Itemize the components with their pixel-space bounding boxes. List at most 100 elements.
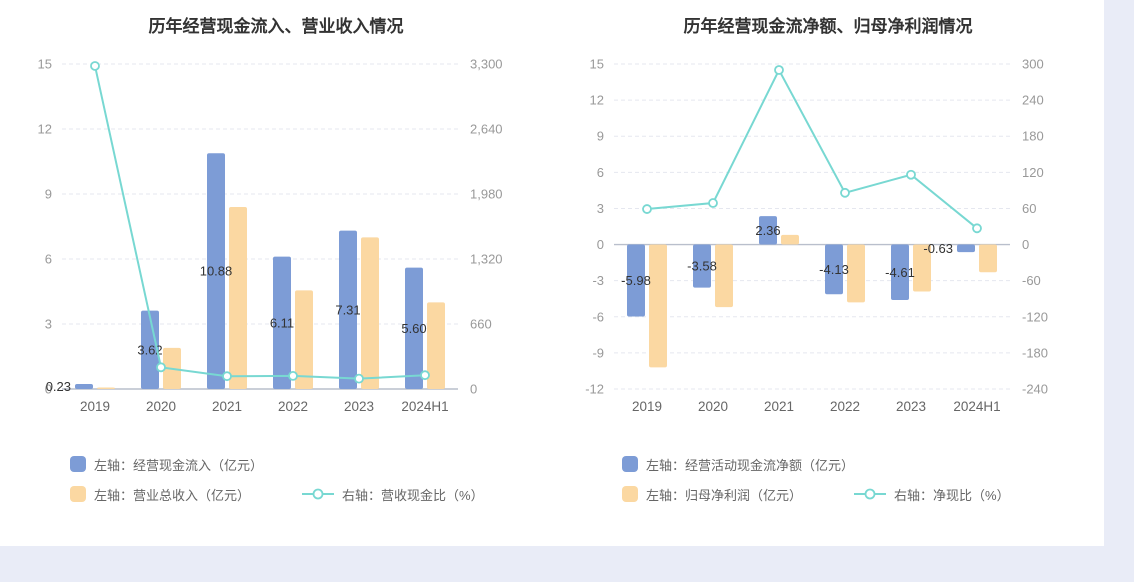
chart-card-right: 历年经营现金流净额、归母净利润情况 -12 -9 -6 -3 0 3 6 9 12 15 -240-… bbox=[552, 0, 1104, 546]
category-label: 2023 bbox=[896, 399, 926, 414]
bar-value-label: 0.23 bbox=[46, 379, 71, 394]
line-marker bbox=[354, 373, 364, 384]
bar-value-label: 5.60 bbox=[401, 321, 426, 336]
chart-canvas-right: -12 -9 -6 -3 0 3 6 9 12 15 -240 -180 -120 -60 0 60 120 18… bbox=[585, 57, 1048, 415]
line-marker bbox=[708, 198, 718, 208]
left-axis-tick-label: 12 bbox=[590, 93, 604, 108]
legend-swatch-icon bbox=[70, 456, 86, 472]
category-label: 2022 bbox=[278, 399, 308, 414]
legend-swatch-icon bbox=[622, 486, 638, 502]
bar bbox=[97, 387, 115, 389]
right-axis-tick-label: 2,640 bbox=[470, 122, 503, 137]
bar bbox=[715, 244, 733, 308]
left-axis-tick-label: 15 bbox=[38, 57, 52, 72]
right-axis-tick-label: 660 bbox=[470, 317, 492, 332]
right-axis-tick-label: -240 bbox=[1022, 382, 1048, 397]
left-axis-tick-label: 0 bbox=[45, 382, 52, 397]
left-axis-tick-label: 6 bbox=[597, 165, 604, 180]
legend-line-icon bbox=[302, 488, 335, 500]
legend-label: 右轴：营收现金比（%） bbox=[342, 487, 484, 503]
bar bbox=[825, 244, 843, 295]
left-axis-tick-label: 3 bbox=[45, 317, 52, 332]
bar-value-label: -5.98 bbox=[621, 273, 651, 288]
bar bbox=[141, 310, 159, 389]
legend-item-line[interactable]: 右轴：净现比（%） bbox=[854, 485, 1010, 504]
category-label: 2022 bbox=[830, 399, 860, 414]
bar bbox=[649, 244, 667, 368]
legend-label: 右轴：净现比（%） bbox=[894, 487, 1010, 503]
right-axis-tick-label: 3,300 bbox=[470, 57, 503, 72]
bar bbox=[273, 256, 291, 389]
legend-item-bar[interactable]: 左轴：经营活动现金流净额（亿元） bbox=[622, 455, 854, 474]
line-marker bbox=[906, 169, 916, 180]
left-axis-tick-label: 0 bbox=[597, 237, 604, 252]
line-marker bbox=[288, 371, 298, 381]
left-axis-tick-label: 3 bbox=[597, 201, 604, 216]
right-axis-tick-label: 0 bbox=[470, 382, 477, 397]
bar-value-label: -4.13 bbox=[819, 262, 849, 277]
bar-value-label: -4.61 bbox=[885, 265, 915, 280]
left-axis-tick-label: 15 bbox=[590, 57, 604, 72]
bar-value-label: -3.58 bbox=[687, 259, 717, 274]
line-marker bbox=[972, 223, 982, 234]
bar bbox=[781, 234, 799, 245]
charts-panel: 历年经营现金流入、营业收入情况 0 3 6 9 12 15 0 660 1,320 1,980 2,… bbox=[0, 0, 1104, 546]
chart-card-left: 历年经营现金流入、营业收入情况 0 3 6 9 12 15 0 660 1,320 1,980 2,… bbox=[0, 0, 552, 546]
line-marker bbox=[642, 204, 652, 214]
left-axis-tick-label: -3 bbox=[592, 273, 604, 288]
bar bbox=[75, 384, 93, 389]
bar bbox=[627, 244, 645, 317]
bar-value-label: 7.31 bbox=[335, 302, 360, 317]
category-label: 2021 bbox=[764, 399, 794, 414]
right-axis-tick-label: -60 bbox=[1022, 273, 1041, 288]
line-marker bbox=[90, 61, 100, 71]
left-axis-tick-label: 9 bbox=[597, 129, 604, 144]
bar bbox=[295, 290, 313, 389]
line-marker bbox=[774, 65, 784, 75]
legend-row: 左轴：归母净利润（亿元） 右轴：净现比（%） bbox=[622, 479, 1104, 509]
category-label: 2019 bbox=[80, 399, 110, 414]
legend-item-bar[interactable]: 左轴：经营现金流入（亿元） bbox=[70, 455, 263, 474]
left-axis-tick-label: 6 bbox=[45, 252, 52, 267]
bar bbox=[427, 302, 445, 389]
bar-value-label: 2.36 bbox=[755, 223, 780, 238]
bar bbox=[979, 244, 997, 273]
legend-label: 左轴：归母净利润（亿元） bbox=[646, 487, 803, 503]
bar bbox=[361, 237, 379, 389]
category-label: 2020 bbox=[698, 399, 728, 414]
bar-value-label: 6.11 bbox=[270, 315, 294, 330]
trend-line bbox=[94, 65, 426, 380]
chart-legend-right: 左轴：经营活动现金流净额（亿元） 左轴：归母净利润（亿元） 右轴：净现比（%） bbox=[622, 449, 1104, 509]
legend-row: 左轴：经营现金流入（亿元） bbox=[70, 449, 552, 479]
bar bbox=[759, 216, 777, 245]
category-label: 2024H1 bbox=[953, 399, 1000, 414]
right-axis-tick-label: 180 bbox=[1022, 129, 1044, 144]
right-axis-tick-label: -120 bbox=[1022, 309, 1048, 324]
line-marker bbox=[840, 187, 850, 198]
legend-item-bar[interactable]: 左轴：归母净利润（亿元） bbox=[622, 485, 802, 504]
trend-line bbox=[646, 67, 978, 230]
right-axis-tick-label: 300 bbox=[1022, 57, 1044, 72]
left-axis-tick-label: 9 bbox=[45, 187, 52, 202]
legend-label: 左轴：营业总收入（亿元） bbox=[94, 487, 251, 503]
legend-item-line[interactable]: 右轴：营收现金比（%） bbox=[302, 485, 484, 504]
bar bbox=[913, 244, 931, 292]
left-axis-tick-label: 12 bbox=[38, 122, 52, 137]
left-axis-tick-label: -9 bbox=[592, 345, 604, 360]
chart-title-left: 历年经营现金流入、营业收入情况 bbox=[148, 17, 404, 36]
line-marker bbox=[156, 362, 166, 373]
right-axis-tick-label: 1,320 bbox=[470, 252, 503, 267]
chart-title-right: 历年经营现金流净额、归母净利润情况 bbox=[683, 17, 973, 36]
legend-item-bar[interactable]: 左轴：营业总收入（亿元） bbox=[70, 485, 250, 504]
right-axis-tick-label: 0 bbox=[1022, 237, 1029, 252]
right-axis-tick-label: 1,980 bbox=[470, 187, 503, 202]
legend-label: 左轴：经营现金流入（亿元） bbox=[94, 457, 264, 473]
bar bbox=[207, 153, 225, 389]
left-axis-tick-label: -6 bbox=[592, 309, 604, 324]
category-label: 2019 bbox=[632, 399, 662, 414]
legend-row: 左轴：营业总收入（亿元） 右轴：营收现金比（%） bbox=[70, 479, 552, 509]
bar bbox=[339, 230, 357, 389]
bar bbox=[693, 244, 711, 288]
legend-swatch-icon bbox=[70, 486, 86, 502]
bar bbox=[229, 207, 247, 389]
